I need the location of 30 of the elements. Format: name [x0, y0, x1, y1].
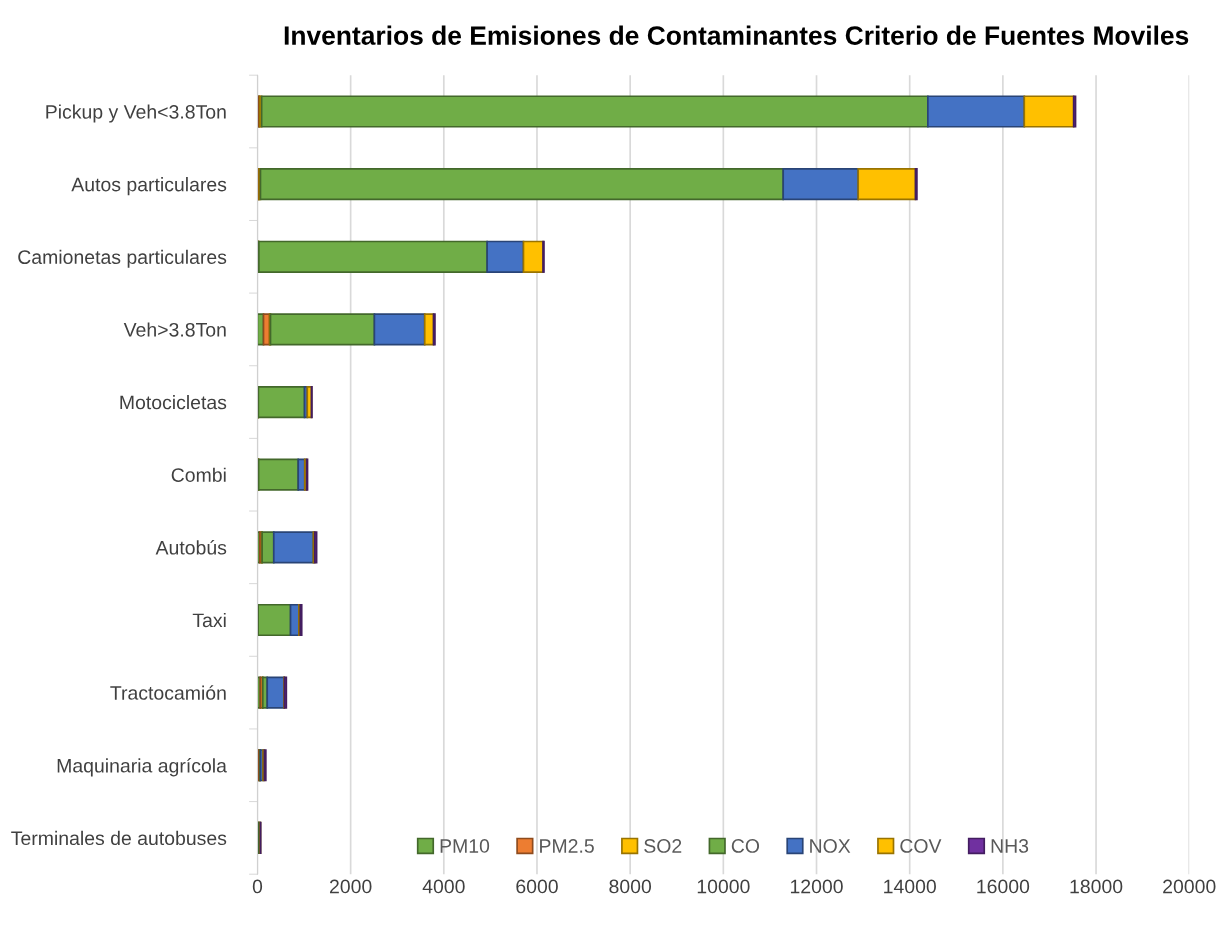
x-tick-label: 4000	[422, 879, 465, 894]
y-tick-label: Camionetas particulares	[18, 249, 227, 268]
x-tick-label: 0	[252, 879, 263, 894]
y-tick-label: Taxi	[192, 612, 226, 628]
y-tick-label: Autobús	[155, 540, 227, 555]
x-tick-label: 14000	[884, 879, 936, 894]
legend-label: NH3	[991, 839, 1029, 853]
y-tick-label: Veh>3.8Ton	[123, 322, 226, 337]
legend-label: CO	[731, 839, 760, 853]
x-tick-label: 16000	[977, 879, 1030, 894]
x-tick-label: 10000	[697, 879, 750, 894]
x-tick-label: 12000	[790, 879, 843, 894]
x-tick-label: 20000	[1163, 879, 1216, 894]
y-tick-label: Pickup y Veh<3.8Ton	[46, 104, 226, 123]
legend-label: NOX	[810, 839, 851, 853]
y-tick-label: Terminales de autobuses	[11, 830, 227, 846]
x-tick-label: 8000	[609, 879, 652, 894]
x-tick-label: 2000	[329, 879, 372, 894]
y-tick-label: Maquinaria agrícola	[57, 758, 227, 777]
y-tick-label: Combi	[171, 467, 226, 482]
legend-label: PM2.5	[540, 839, 594, 853]
legend-label: SO2	[644, 839, 682, 853]
y-tick-label: Tractocamión	[110, 685, 226, 700]
chart-title: Inventarios de Emisiones de Contaminantes Criterio de Fuentes Moviles	[284, 25, 1189, 45]
legend-label: COV	[900, 839, 942, 853]
x-tick-label: 6000	[516, 879, 558, 894]
y-tick-label: Autos particulares	[71, 177, 227, 196]
y-tick-label: Motocicletas	[120, 395, 227, 410]
x-tick-label: 18000	[1070, 879, 1123, 894]
legend-label: PM10	[440, 839, 490, 853]
